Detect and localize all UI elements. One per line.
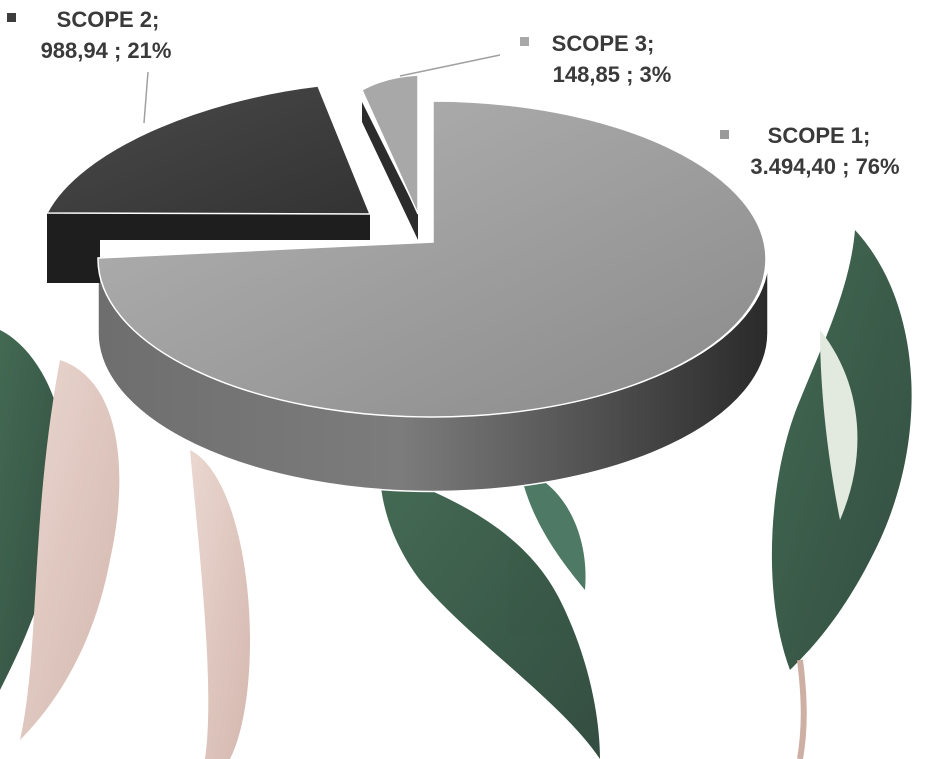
data-labels: SCOPE 2; 988,94 ; 21% SCOPE 3; 148,85 ; … xyxy=(7,7,900,179)
legend-key-scope-2 xyxy=(7,13,16,22)
leaf-left-pink xyxy=(20,360,120,740)
slice-scope-3 xyxy=(361,74,419,215)
pie-slices xyxy=(45,74,769,493)
leaf-center-dark xyxy=(380,470,600,759)
label-scope-1-line1: SCOPE 1; xyxy=(768,123,871,148)
leaf-stem-right xyxy=(797,659,807,759)
leaf-right-light xyxy=(820,330,858,520)
slice-scope-2-side xyxy=(47,213,370,283)
legend-key-scope-1 xyxy=(720,130,729,139)
label-scope-2-line1: SCOPE 2; xyxy=(57,7,160,32)
legend-key-scope-3 xyxy=(520,37,529,46)
leaf-center-pink xyxy=(190,450,250,759)
label-scope-3-line1: SCOPE 3; xyxy=(552,31,655,56)
slice-scope-1 xyxy=(97,100,767,418)
slice-scope-3-side xyxy=(362,102,418,240)
leader-line-scope-2 xyxy=(143,71,149,124)
label-scope-2-line2: 988,94 ; 21% xyxy=(41,38,172,63)
leaf-center-dark-2 xyxy=(520,470,586,590)
slice-scope-2 xyxy=(45,85,372,215)
leaves-decoration xyxy=(0,230,912,759)
label-scope-1-line2: 3.494,40 ; 76% xyxy=(750,154,899,179)
leader-line-scope-3 xyxy=(399,54,501,77)
label-scope-3-line2: 148,85 ; 3% xyxy=(553,62,672,87)
leaf-left-dark xyxy=(0,330,66,690)
leader-lines xyxy=(143,54,501,124)
